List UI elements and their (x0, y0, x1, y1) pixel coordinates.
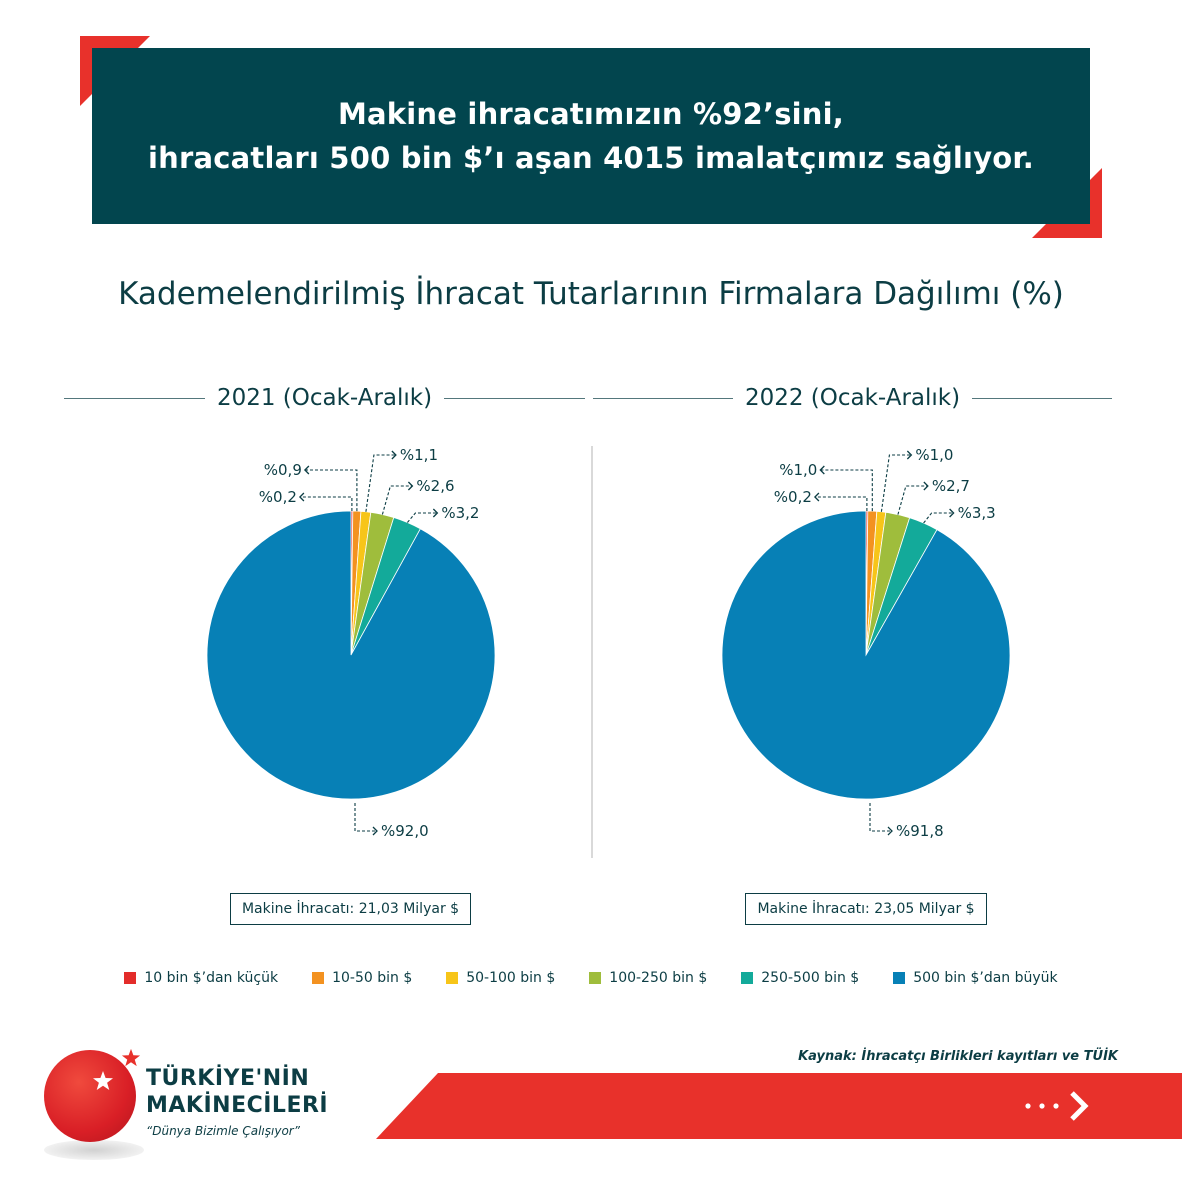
callout-line (354, 803, 377, 832)
legend-item: 500 bin $’dan büyük (893, 970, 1058, 986)
legend-label: 50-100 bin $ (466, 970, 556, 986)
legend-item: 100-250 bin $ (589, 970, 707, 986)
legend-item: 10-50 bin $ (312, 970, 412, 986)
headline-line-1: Makine ihracatımızın %92’sini, (337, 97, 845, 131)
star-icon (121, 1048, 141, 1067)
logo-shadow (44, 1140, 144, 1160)
heading-rule (64, 397, 205, 399)
source-note: Kaynak: İhracatçı Birlikleri kayıtları v… (798, 1049, 1118, 1064)
chart-divider (591, 446, 593, 858)
callout-line (923, 512, 954, 524)
total-export-2022: Makine İhracatı: 23,05 Milyar $ (745, 893, 987, 925)
logo-slogan: “Dünya Bizimle Çalışıyor” (146, 1124, 300, 1138)
legend: 10 bin $’dan küçük 10-50 bin $ 50-100 bi… (0, 970, 1182, 986)
pie-slice (721, 510, 1011, 800)
footer-band (376, 1073, 1182, 1139)
legend-label: 10 bin $’dan küçük (144, 970, 279, 986)
pie-charts: %0,2 %0,9 %1,1 %2,6 %3,2 %92,0 %0,2 %1,0 %1,0 %2,… (206, 446, 1011, 840)
slice-label: %1,1 (400, 446, 438, 464)
callout-line (880, 454, 912, 512)
callout-line (365, 454, 396, 512)
logo-ball (44, 1050, 136, 1142)
slice-label: %2,6 (416, 477, 454, 495)
legend-swatch (741, 972, 754, 984)
callout-arrow (923, 481, 929, 491)
legend-item: 50-100 bin $ (446, 970, 555, 986)
year-heading-2022: 2022 (Ocak-Aralık) (593, 380, 1113, 416)
headline-banner: Makine ihracatımızın %92’sini, ihracatla… (92, 48, 1090, 224)
total-export-2021: Makine İhracatı: 21,03 Milyar $ (230, 893, 471, 925)
chart-subtitle: Kademelendirilmiş İhracat Tutarlarının F… (118, 276, 1064, 312)
callout-arrow (887, 826, 893, 836)
chart-title-2022: 2022 (Ocak-Aralık) (744, 385, 961, 411)
callout-arrow (391, 450, 397, 460)
slice-label: %2,7 (932, 477, 970, 495)
star-icon (93, 1071, 113, 1090)
slice-label: %0,2 (774, 488, 812, 506)
callout-arrow (949, 508, 955, 518)
slice-label: %3,2 (441, 504, 479, 522)
callout-line (381, 485, 413, 515)
legend-swatch (312, 972, 325, 984)
callout-arrow (813, 492, 820, 502)
slice-label: %3,3 (958, 504, 996, 522)
slice-label: %91,8 (896, 822, 944, 840)
heading-rule (444, 397, 586, 399)
slice-label: %92,0 (381, 822, 429, 840)
legend-swatch (893, 972, 906, 984)
legend-item: 250-500 bin $ (741, 970, 859, 986)
slice-label: %0,2 (259, 488, 297, 506)
legend-label: 100-250 bin $ (609, 970, 708, 986)
callout-line (304, 469, 358, 512)
legend-swatch (124, 972, 137, 984)
year-heading-2021: 2021 (Ocak-Aralık) (64, 380, 586, 416)
headline-line-2: ihracatları 500 bin $’ı aşan 4015 imalat… (147, 141, 1035, 175)
slice-label: %1,0 (779, 461, 817, 479)
callout-line (820, 469, 873, 512)
callout-arrow (906, 450, 913, 460)
callout-arrow (819, 465, 825, 475)
callout-line (869, 803, 892, 832)
callout-line (897, 485, 928, 515)
heading-rule (593, 397, 733, 399)
slice-label: %0,9 (264, 461, 302, 479)
chevron-right-icon[interactable] (1022, 1088, 1102, 1124)
legend-swatch (446, 972, 459, 984)
legend-label: 500 bin $’dan büyük (913, 970, 1058, 986)
slice-label: %1,0 (915, 446, 953, 464)
callout-arrow (303, 465, 310, 475)
logo-text-line-1: TÜRKİYE'NİN (146, 1066, 310, 1091)
callout-arrow (372, 826, 378, 836)
pie-slice (206, 510, 496, 800)
callout-line (406, 512, 438, 523)
heading-rule (972, 397, 1113, 399)
callout-arrow (298, 492, 305, 502)
legend-swatch (589, 972, 602, 984)
callout-arrow (407, 481, 414, 491)
legend-label: 250-500 bin $ (761, 970, 860, 986)
callout-line (299, 496, 353, 511)
callout-arrow (432, 508, 439, 518)
legend-label: 10-50 bin $ (332, 970, 413, 986)
logo-text-line-2: MAKİNECİLERİ (146, 1093, 329, 1118)
legend-item: 10 bin $’dan küçük (124, 970, 278, 986)
chart-title-2021: 2021 (Ocak-Aralık) (216, 385, 433, 411)
callout-line (814, 496, 868, 511)
